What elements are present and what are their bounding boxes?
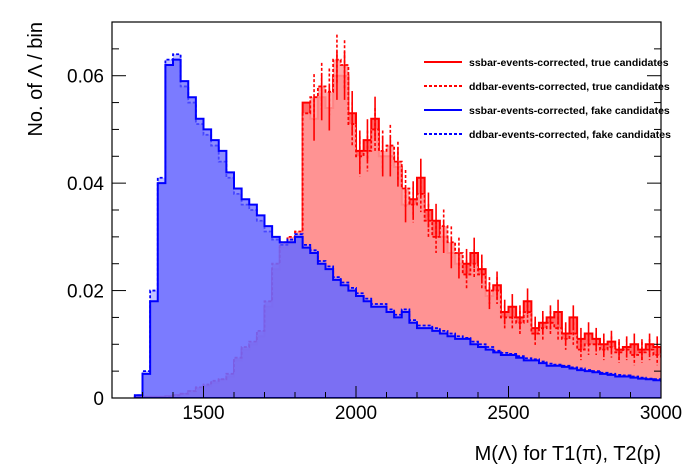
x-tick-label: 2000	[335, 403, 377, 424]
x-axis-title: M(Λ) for T1(π), T2(p)	[475, 443, 661, 465]
histogram-layer	[133, 53, 661, 398]
y-tick-label: 0.06	[67, 67, 104, 88]
x-tick-label: 2500	[487, 403, 529, 424]
legend: ssbar-events-corrected, true candidates d…	[424, 57, 671, 141]
x-tick-label: 1500	[182, 403, 224, 424]
y-axis-title: No. of Λ / bin	[25, 22, 47, 137]
legend-label-ssbar-true: ssbar-events-corrected, true candidates	[469, 57, 669, 69]
error-bar-layer	[313, 34, 658, 366]
y-axis-ticks: 0 0.02 0.04 0.06	[67, 21, 661, 410]
y-tick-label: 0.02	[67, 282, 104, 303]
y-tick-label: 0	[93, 389, 104, 410]
legend-label-ssbar-fake: ssbar-events-corrected, fake candidates	[469, 105, 670, 117]
y-tick-label: 0.04	[67, 174, 104, 195]
x-axis-ticks: 1500 2000 2500 3000	[111, 386, 682, 424]
legend-label-ddbar-true: ddbar-events-corrected, true candidates	[469, 81, 670, 93]
legend-label-ddbar-fake: ddbar-events-corrected, fake candidates	[469, 129, 671, 141]
histogram-ssbar-fake	[133, 58, 661, 398]
x-tick-label: 3000	[640, 403, 682, 424]
